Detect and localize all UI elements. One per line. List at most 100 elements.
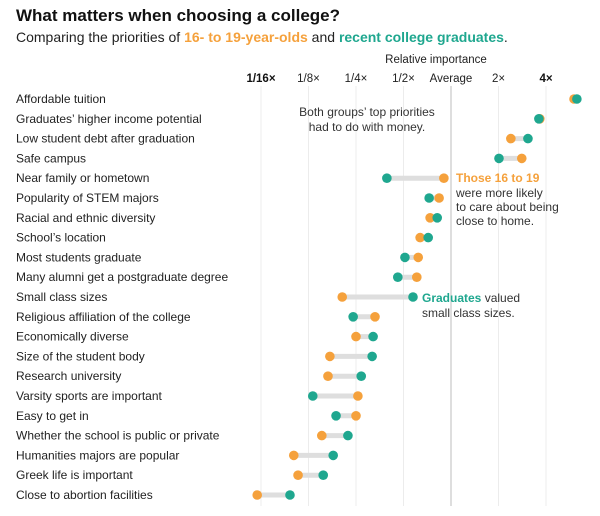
category-label: Research university <box>16 369 121 383</box>
dot-young <box>288 450 299 461</box>
dot-young <box>323 371 333 382</box>
dot-grad <box>331 411 341 421</box>
chart-row: Graduates’ higher income potential <box>16 112 545 126</box>
chart-row: Research university <box>16 369 367 383</box>
annotation-money-2: had to do with money. <box>309 120 426 134</box>
chart-row: Close to abortion facilities <box>16 488 295 502</box>
annotation-class-highlight: Graduates <box>422 291 482 305</box>
category-label: Popularity of STEM majors <box>16 191 159 205</box>
chart-row: Religious affiliation of the college <box>16 310 380 324</box>
dot-young <box>252 490 262 500</box>
annotation-home-1: were more likely <box>455 186 543 200</box>
annotation-class-2: small class sizes. <box>422 306 515 320</box>
x-tick-label: 1/16× <box>246 73 275 85</box>
x-tick-label: 2× <box>492 73 505 85</box>
dot-grad <box>572 94 582 104</box>
dot-grad <box>328 450 339 461</box>
annotation-class-rest: valued <box>481 291 520 305</box>
category-label: Size of the student body <box>16 349 145 363</box>
x-tick-label: 1/2× <box>392 73 415 85</box>
dot-young <box>412 272 422 283</box>
x-axis-label: Relative importance <box>385 54 487 66</box>
dot-young <box>434 193 444 203</box>
chart-row: Size of the student body <box>16 349 377 363</box>
annotation-home-2: to care about being <box>456 200 559 214</box>
dot-grad <box>494 153 504 164</box>
dot-grad <box>343 430 353 441</box>
category-label: Religious affiliation of the college <box>16 310 191 324</box>
category-label: Many alumni get a postgraduate degree <box>16 270 228 284</box>
chart-row: School’s location <box>16 231 434 245</box>
chart-row: Humanities majors are popular <box>16 448 339 462</box>
dot-grad <box>423 232 434 243</box>
dot-young <box>351 331 361 342</box>
dot-young <box>413 252 424 263</box>
category-label: Low student debt after graduation <box>16 132 195 146</box>
category-label: Graduates’ higher income potential <box>16 112 202 126</box>
chart-row: Safe campus <box>16 151 527 165</box>
chart-row: Popularity of STEM majors <box>16 191 444 205</box>
category-label: Whether the school is public or private <box>16 429 220 443</box>
dot-grad <box>432 213 443 223</box>
dot-grad <box>408 292 418 302</box>
chart-title: What matters when choosing a college? <box>16 6 340 25</box>
legend-young: 16- to 19-year-olds <box>184 29 308 45</box>
chart-row: Varsity sports are important <box>16 389 363 403</box>
dot-grad <box>348 312 358 322</box>
chart-row: Most students graduate <box>16 250 424 264</box>
category-label: School’s location <box>16 231 106 245</box>
dot-young <box>317 430 327 441</box>
category-label: Safe campus <box>16 151 86 165</box>
category-label: Near family or hometown <box>16 171 149 185</box>
dot-grad <box>534 114 544 124</box>
category-label: Small class sizes <box>16 290 107 304</box>
category-label: Greek life is important <box>16 468 133 482</box>
subtitle-prefix: Comparing the priorities of <box>16 29 184 45</box>
dot-young <box>351 411 361 421</box>
subtitle-suffix: . <box>504 29 508 45</box>
dot-grad <box>356 371 367 382</box>
dot-young <box>353 391 363 401</box>
category-label: Varsity sports are important <box>16 389 162 403</box>
dot-young <box>293 470 303 481</box>
subtitle-middle: and <box>308 29 339 45</box>
x-tick-label: 1/8× <box>297 73 320 85</box>
chart-row: Easy to get in <box>16 409 361 423</box>
chart-row: Racial and ethnic diversity <box>16 211 443 225</box>
annotation-home-3: close to home. <box>456 214 534 228</box>
chart-row: Greek life is important <box>16 468 329 482</box>
dot-young <box>325 351 335 362</box>
dot-young <box>370 312 380 322</box>
chart-row: Low student debt after graduation <box>16 132 533 146</box>
dot-grad <box>307 391 318 401</box>
legend-grad: recent college graduates <box>339 29 504 45</box>
category-label: Affordable tuition <box>16 92 106 106</box>
dot-grad <box>368 331 378 342</box>
annotation-class-1: Graduates valued <box>422 291 520 305</box>
x-tick-label: 1/4× <box>345 73 368 85</box>
dot-young <box>425 213 435 223</box>
category-label: Easy to get in <box>16 409 89 423</box>
dot-young <box>506 133 516 144</box>
dot-grad <box>318 470 329 481</box>
category-label: Humanities majors are popular <box>16 448 179 462</box>
dot-grad <box>424 193 434 203</box>
dot-grad <box>367 351 377 362</box>
category-label: Close to abortion facilities <box>16 488 153 502</box>
category-label: Economically diverse <box>16 330 129 344</box>
dot-grad <box>382 173 392 183</box>
annotation-money-1: Both groups’ top priorities <box>299 105 435 119</box>
chart-subtitle: Comparing the priorities of 16- to 19-ye… <box>16 29 508 45</box>
dot-young <box>415 232 425 243</box>
chart-row: Small class sizes <box>16 290 418 304</box>
dot-young <box>516 153 527 164</box>
dot-grad <box>285 490 295 500</box>
dot-young <box>439 173 449 183</box>
chart-row: Near family or hometown <box>16 171 449 185</box>
dot-grad <box>523 133 533 144</box>
category-label: Racial and ethnic diversity <box>16 211 155 225</box>
chart-row: Whether the school is public or private <box>16 429 353 443</box>
category-label: Most students graduate <box>16 250 142 264</box>
dot-grad <box>400 252 410 263</box>
